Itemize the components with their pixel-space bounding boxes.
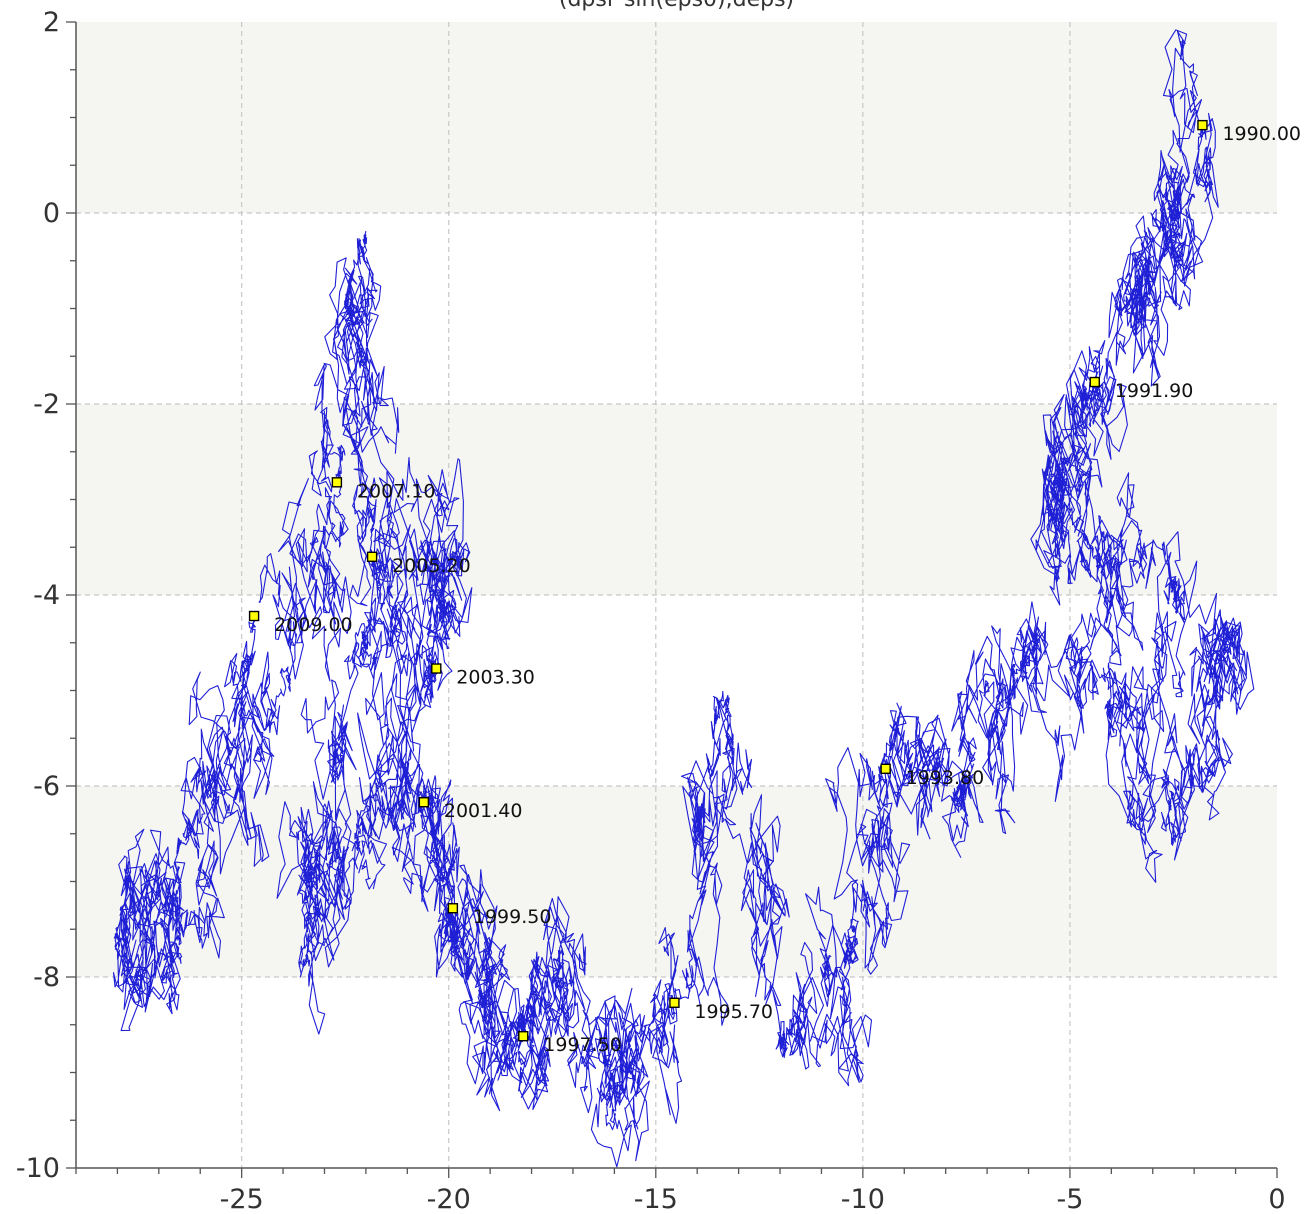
year-label: 1995.70 [694, 1001, 773, 1023]
year-marker [248, 610, 260, 622]
x-tick-label: 0 [1268, 1184, 1285, 1214]
x-tick-label: -20 [427, 1184, 471, 1214]
x-axis-ticks: -25 -20 -15 -10 -5 0 [75, 1168, 1286, 1214]
year-label: 2003.30 [456, 667, 535, 689]
year-marker [331, 477, 343, 488]
year-label: 1991.90 [1115, 380, 1194, 402]
year-label: 1990.00 [1222, 123, 1301, 145]
y-tick-label: -10 [16, 1153, 60, 1184]
trajectory-line [112, 29, 1255, 1168]
year-marker [366, 551, 378, 562]
year-markers: 1990.00 1991.90 1993.80 1995.70 1997.50 1999.… [248, 119, 1301, 1056]
year-marker [669, 997, 680, 1008]
trajectory-series [112, 29, 1255, 1168]
year-marker [431, 663, 442, 674]
year-marker [447, 903, 459, 914]
year-label: 2001.40 [444, 800, 523, 822]
year-marker [418, 797, 430, 808]
x-tick-label: -5 [1056, 1184, 1083, 1214]
year-label: 1993.80 [906, 767, 985, 789]
x-tick-label: -10 [841, 1184, 885, 1214]
year-label: 1999.50 [473, 906, 552, 928]
y-tick-label: -8 [33, 962, 60, 993]
year-label: 2009.00 [274, 614, 353, 636]
y-axis-ticks: 2 0 -2 -4 -6 -8 -10 [16, 7, 76, 1184]
year-label: 1997.50 [543, 1034, 622, 1056]
chart-title: (dpsi*sin(eps0),deps) [559, 0, 794, 12]
year-marker [1197, 119, 1208, 131]
x-tick-label: -25 [220, 1184, 264, 1214]
year-label: 2007.10 [357, 480, 436, 502]
year-marker [518, 1031, 529, 1042]
x-tick-label: -15 [634, 1184, 678, 1214]
background-band [76, 786, 1277, 977]
y-tick-label: 2 [43, 7, 60, 38]
y-tick-label: -4 [33, 580, 60, 611]
background-band [76, 22, 1277, 213]
year-label: 2005.20 [392, 555, 471, 577]
y-tick-label: -6 [33, 771, 60, 802]
year-marker [880, 763, 891, 775]
y-tick-label: -2 [33, 389, 60, 420]
y-tick-label: 0 [43, 198, 60, 229]
year-marker [1089, 376, 1100, 388]
